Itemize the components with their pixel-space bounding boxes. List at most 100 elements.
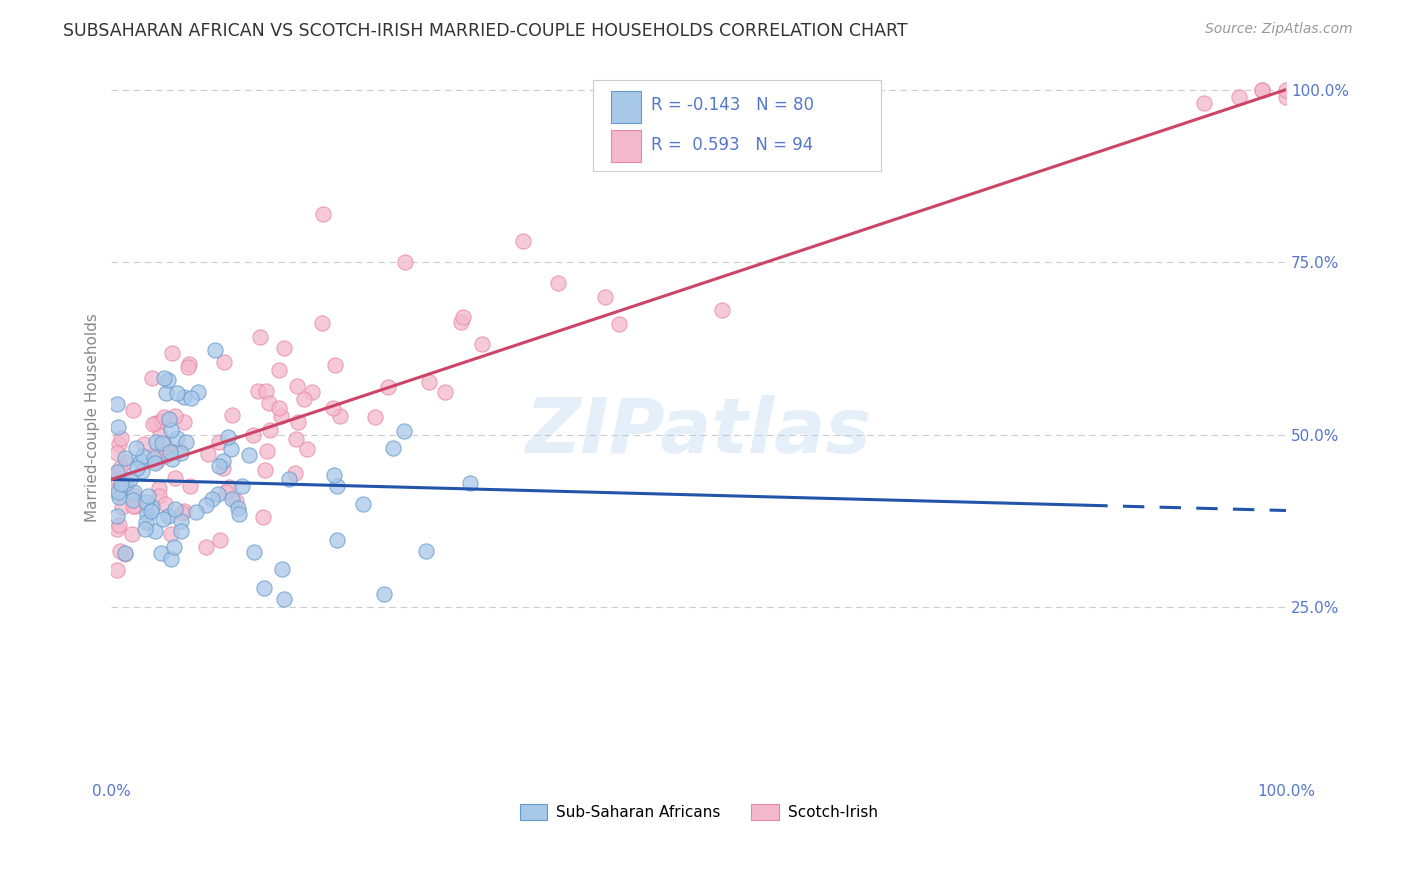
Point (155, 386, 177, 401)
Point (150, 546, 173, 560)
Point (273, 591, 295, 606)
Point (221, 492, 243, 507)
Point (607, 317, 630, 331)
Point (326, 479, 349, 493)
Point (120, 472, 142, 486)
Point (1275, 89, 1298, 103)
Point (143, 450, 166, 465)
Point (1251, 82, 1274, 96)
Point (267, 401, 290, 415)
Point (1251, 82, 1274, 96)
Point (450, 314, 472, 328)
Point (415, 544, 437, 558)
Point (323, 467, 346, 482)
Point (152, 409, 174, 424)
Y-axis label: Married-couple Households: Married-couple Households (86, 313, 100, 522)
Point (179, 358, 201, 372)
Point (124, 499, 146, 513)
Point (254, 463, 277, 477)
Point (512, 235, 534, 249)
Point (134, 522, 156, 536)
Point (242, 427, 264, 442)
Point (105, 522, 128, 536)
Point (215, 485, 238, 500)
Point (228, 500, 250, 515)
Point (114, 450, 136, 465)
Point (148, 489, 170, 503)
Point (122, 493, 145, 508)
Point (145, 416, 167, 430)
Point (451, 310, 474, 325)
Point (152, 512, 174, 526)
Point (153, 448, 176, 462)
Point (163, 540, 186, 554)
Point (157, 412, 180, 426)
Point (155, 449, 177, 463)
Point (197, 447, 219, 461)
Point (326, 533, 349, 547)
Point (139, 504, 162, 518)
Point (382, 441, 405, 455)
Point (434, 384, 457, 399)
Point (143, 456, 166, 470)
Point (149, 428, 172, 442)
Point (156, 508, 179, 523)
FancyBboxPatch shape (593, 80, 880, 171)
Point (392, 424, 415, 438)
Point (170, 514, 193, 528)
Point (228, 507, 250, 521)
Point (150, 414, 173, 428)
Text: Source: ZipAtlas.com: Source: ZipAtlas.com (1205, 22, 1353, 37)
Point (105, 508, 128, 523)
Point (254, 384, 277, 398)
Point (114, 475, 136, 489)
Point (221, 408, 243, 422)
Point (207, 486, 229, 500)
Point (394, 255, 416, 269)
Point (159, 445, 181, 459)
Point (219, 442, 242, 457)
FancyBboxPatch shape (610, 91, 641, 123)
Point (364, 410, 387, 425)
Point (107, 420, 129, 434)
Point (301, 384, 323, 399)
Point (259, 423, 281, 437)
Point (111, 500, 134, 515)
Point (208, 533, 231, 547)
Point (242, 545, 264, 559)
Point (246, 384, 269, 399)
Point (108, 518, 131, 533)
Point (217, 430, 239, 444)
Point (159, 423, 181, 437)
Point (1275, 82, 1298, 96)
Point (257, 396, 280, 410)
Point (160, 552, 183, 566)
Point (170, 445, 193, 459)
Point (225, 494, 247, 508)
Point (105, 483, 128, 498)
Point (212, 454, 235, 468)
Point (172, 506, 194, 520)
Point (125, 460, 148, 475)
Point (194, 540, 217, 554)
Point (136, 490, 159, 504)
Point (231, 479, 253, 493)
FancyBboxPatch shape (610, 130, 641, 162)
Point (322, 401, 344, 415)
Point (471, 337, 494, 351)
Text: SUBSAHARAN AFRICAN VS SCOTCH-IRISH MARRIED-COUPLE HOUSEHOLDS CORRELATION CHART: SUBSAHARAN AFRICAN VS SCOTCH-IRISH MARRI… (63, 22, 908, 40)
Point (141, 500, 163, 515)
Point (122, 499, 145, 513)
Point (148, 481, 170, 495)
Point (145, 454, 167, 468)
Point (285, 379, 308, 393)
Legend: Sub-Saharan Africans, Scotch-Irish: Sub-Saharan Africans, Scotch-Irish (513, 798, 884, 826)
Point (145, 435, 167, 450)
Point (256, 443, 278, 458)
Point (110, 477, 132, 491)
Point (212, 355, 235, 369)
Point (165, 471, 187, 485)
Point (122, 488, 145, 502)
Point (273, 341, 295, 355)
Point (105, 396, 128, 410)
